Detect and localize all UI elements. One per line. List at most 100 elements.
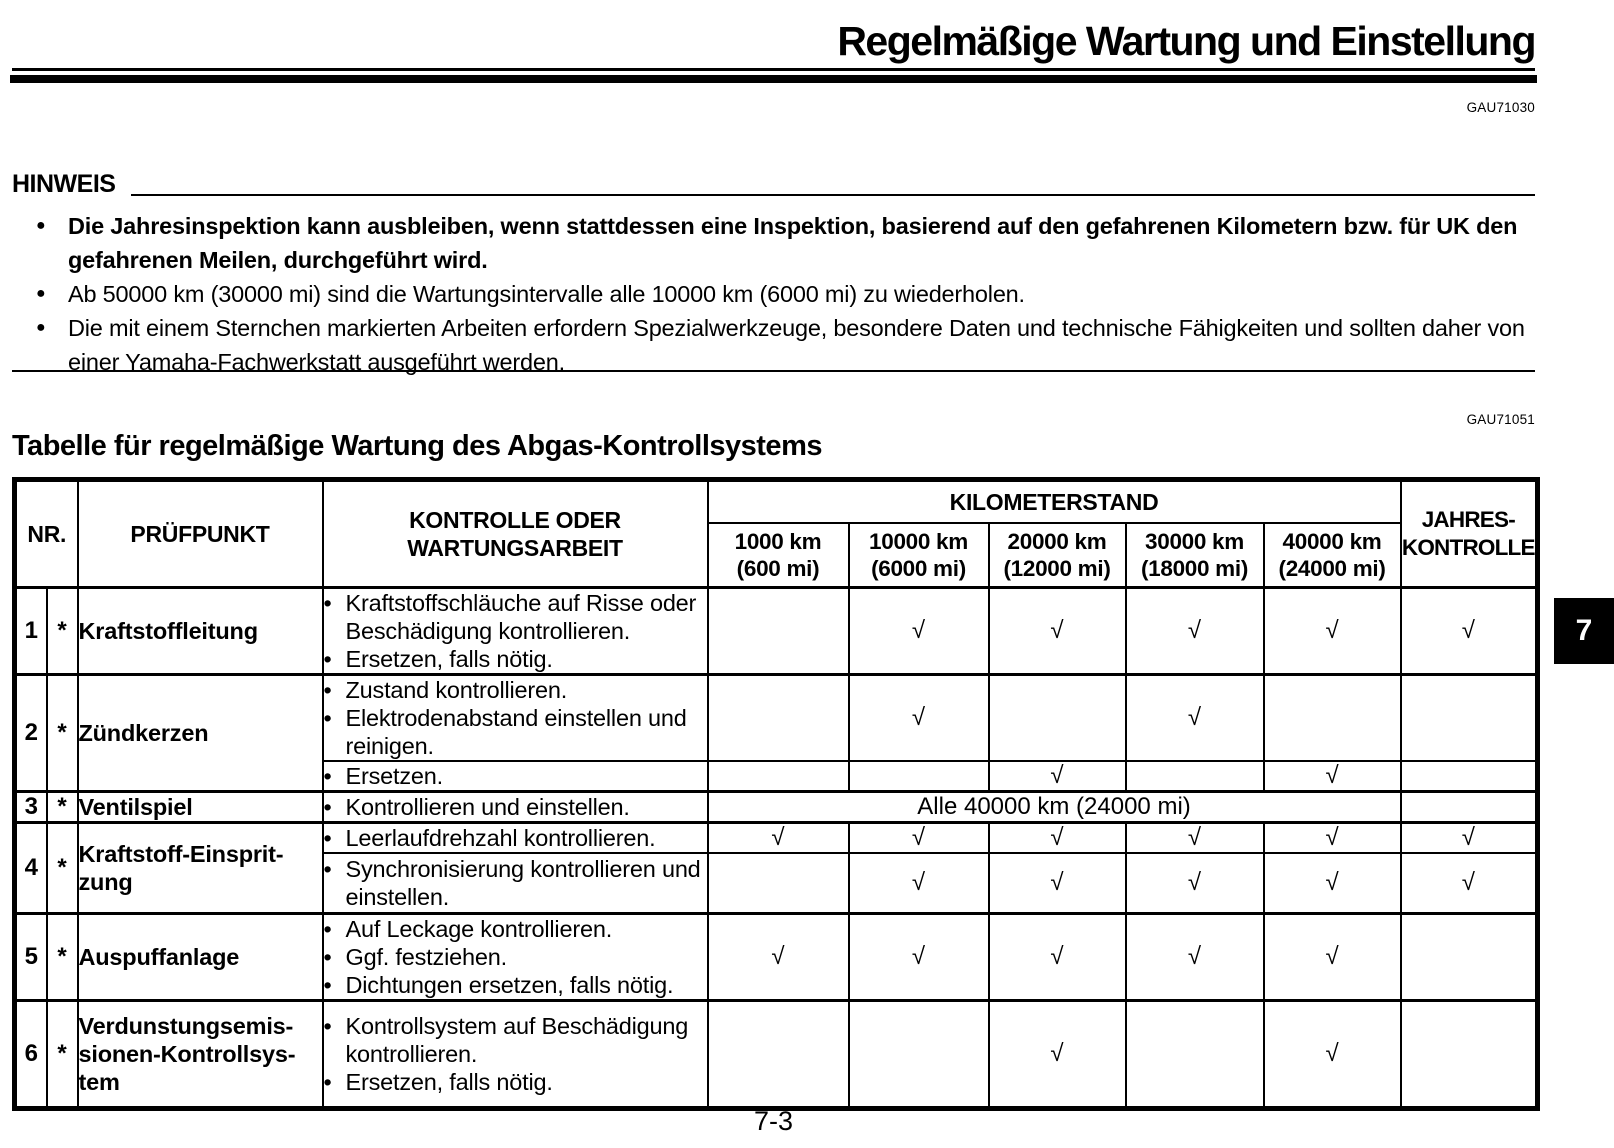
item-cell: Ventilspiel [76, 790, 324, 824]
check-cell [1399, 998, 1539, 1109]
check-cell: √ [1262, 911, 1402, 1001]
tasks-cell: • Zustand kontrollieren. • Elektrodenabsta… [321, 673, 709, 762]
task-line: • Auf Leckage kontrollieren. [323, 915, 613, 942]
task-line: • Elektrodenabstand einstellen und reinig… [323, 705, 687, 759]
bullet-icon: • [323, 971, 332, 998]
check-cell [706, 673, 850, 762]
check-cell [1399, 790, 1539, 824]
tasks-cell: • Synchronisierung kontrollieren und eins… [321, 852, 709, 914]
reference-code-table: GAU71051 [1466, 412, 1535, 427]
tasks-cell: • Kraftstoffschläuche auf Risse oder Besc… [321, 586, 709, 676]
hinweis-bullet-text: Die mit einem Sternchen markierten Arbei… [68, 315, 1525, 375]
check-cell: √ [1399, 821, 1539, 854]
check-cell [706, 998, 850, 1109]
col-header-kontrolle: KONTROLLE ODER WARTUNGSARBEIT [321, 478, 709, 589]
asterisk-marker: * [45, 673, 79, 793]
check-cell: √ [847, 821, 990, 854]
task-line: • Dichtungen ersetzen, falls nötig. [323, 971, 674, 998]
bullet-icon: ● [36, 319, 46, 336]
asterisk-marker: * [45, 821, 79, 914]
bullet-icon: • [323, 677, 332, 703]
bullet-icon: • [323, 590, 332, 616]
table-row: 3 * Ventilspiel • Kontrollieren und einst… [13, 790, 1539, 824]
check-cell: √ [1262, 821, 1402, 854]
maintenance-table: NR. PRÜFPUNKT KONTROLLE ODER WARTUNGSARB… [12, 477, 1541, 1111]
check-cell: √ [1124, 852, 1265, 914]
task-line: • Kraftstoffschläuche auf Risse oder Besc… [323, 590, 697, 644]
check-cell [706, 760, 850, 793]
bullet-icon: ● [36, 217, 46, 234]
col-header-nr: NR. [13, 478, 79, 589]
table-subrow: • Ersetzen. √ √ [15, 760, 1539, 793]
hinweis-bullet-text: Die Jahresinspektion kann ausbleiben, we… [68, 213, 1518, 273]
col-header-km-10000: 10000 km (6000 mi) [847, 521, 990, 589]
bullet-icon: • [323, 855, 332, 882]
check-cell: √ [1399, 852, 1539, 914]
row-number: 1 [13, 586, 48, 676]
check-cell: √ [1262, 998, 1402, 1109]
check-cell [1399, 911, 1539, 1001]
bullet-icon: ● [36, 285, 46, 302]
check-cell: √ [987, 998, 1127, 1109]
row-number: 3 [13, 790, 48, 824]
title-rule-thin [12, 68, 1535, 71]
col-header-km-40000: 40000 km (24000 mi) [1262, 521, 1402, 589]
check-cell: √ [847, 673, 990, 762]
section-divider-rule [12, 370, 1535, 372]
header-row-1: NR. PRÜFPUNKT KONTROLLE ODER WARTUNGSARB… [13, 478, 1539, 589]
check-cell: √ [1124, 673, 1265, 762]
task-line: • Kontrollieren und einstellen. [323, 794, 630, 820]
table-subrow: • Synchronisierung kontrollieren und eins… [15, 852, 1539, 914]
col-header-kilometerstand: KILOMETERSTAND [706, 478, 1402, 524]
hinweis-heading-rule [131, 170, 1535, 196]
hinweis-section: HINWEIS ● Die Jahresinspektion kann ausb… [12, 170, 1535, 379]
item-cell: Zündkerzen [76, 673, 324, 793]
bullet-icon: • [323, 794, 332, 820]
check-cell: √ [706, 911, 850, 1001]
check-cell: √ [847, 911, 990, 1001]
asterisk-marker: * [45, 790, 79, 824]
item-cell: Verdunstungsemis- sionen-Kontrollsys- te… [76, 998, 324, 1109]
task-line: • Zustand kontrollieren. [323, 677, 568, 703]
reference-code-top: GAU71030 [1466, 100, 1535, 115]
check-cell [847, 998, 990, 1109]
check-cell: √ [1124, 821, 1265, 854]
check-cell [1399, 673, 1539, 762]
hinweis-heading-row: HINWEIS [12, 170, 1535, 198]
check-cell: √ [847, 852, 990, 914]
task-line: • Leerlaufdrehzahl kontrollieren. [323, 825, 656, 851]
hinweis-bullet-text: Ab 50000 km (30000 mi) sind die Wartungs… [68, 281, 1025, 307]
table-row: 4 * Kraftstoff-Einsprit- zung • Leerlaufd… [13, 821, 1539, 914]
table-heading: Tabelle für regelmäßige Wartung des Abga… [12, 430, 822, 462]
row-number: 2 [13, 673, 48, 793]
check-cell: √ [1262, 586, 1402, 676]
check-cell [1124, 760, 1265, 793]
check-cell: √ [1399, 586, 1539, 676]
task-line: • Ersetzen. [323, 763, 444, 789]
table-row: 1 * Kraftstoffleitung • Kraftstoffschläuc… [13, 586, 1539, 676]
check-cell [1399, 760, 1539, 793]
row-number: 4 [13, 821, 48, 914]
col-header-km-1000: 1000 km (600 mi) [706, 521, 850, 589]
row-number: 5 [13, 911, 48, 1001]
table-row: 6 * Verdunstungsemis- sionen-Kontrollsys… [13, 998, 1539, 1109]
task-line: • Ggf. festziehen. [323, 943, 508, 970]
check-cell: √ [987, 911, 1127, 1001]
bullet-icon: • [323, 763, 332, 789]
item-cell: Kraftstoffleitung [76, 586, 324, 676]
bullet-icon: • [323, 646, 332, 672]
tasks-cell: • Leerlaufdrehzahl kontrollieren. [321, 821, 709, 854]
bullet-icon: • [323, 915, 332, 942]
check-cell [706, 586, 850, 676]
maintenance-table-wrap: NR. PRÜFPUNKT KONTROLLE ODER WARTUNGSARB… [12, 477, 1541, 1111]
row-number: 6 [13, 998, 48, 1109]
tasks-cell: • Ersetzen. [321, 760, 709, 793]
check-cell: √ [847, 586, 990, 676]
task-line: • Ersetzen, falls nötig. [323, 1068, 553, 1095]
bullet-icon: • [323, 1068, 332, 1095]
col-header-jahreskontrolle: JAHRES- KONTROLLE [1399, 478, 1539, 589]
bullet-icon: • [323, 825, 332, 851]
chapter-tab: 7 [1554, 598, 1614, 664]
col-header-km-20000: 20000 km (12000 mi) [987, 521, 1127, 589]
